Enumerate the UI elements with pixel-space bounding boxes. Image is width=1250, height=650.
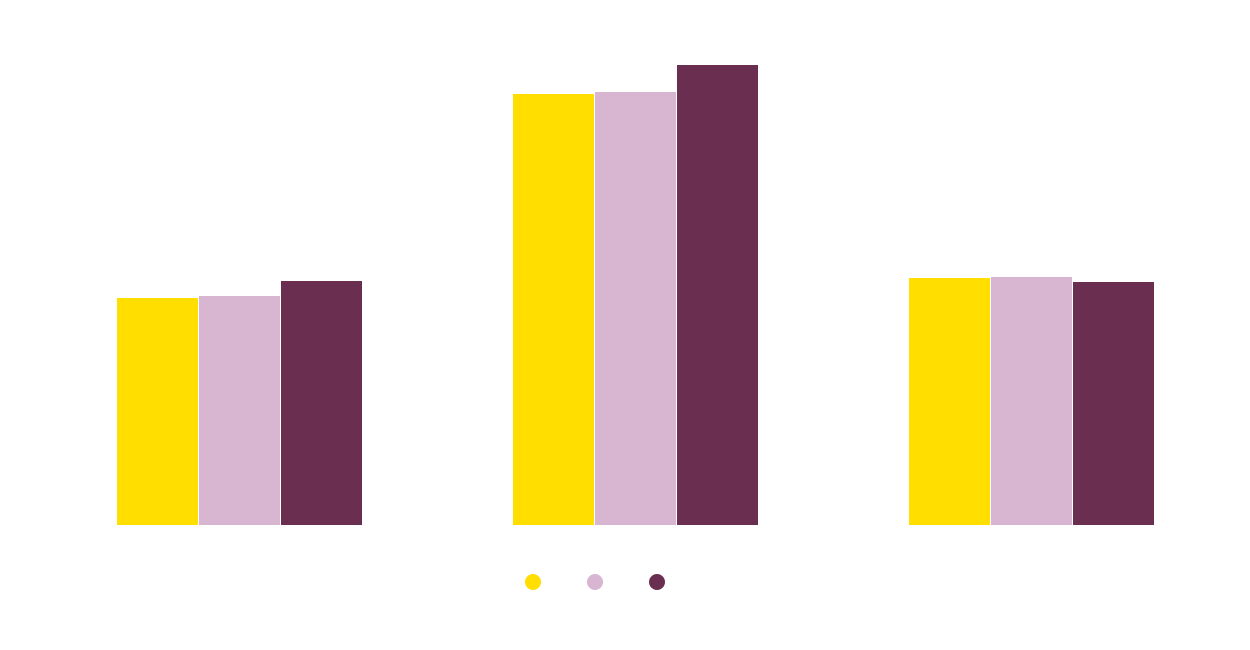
bar-group-3-series-1 [909,278,990,525]
bar-group-1-series-3 [281,281,362,525]
bar-group-2-series-2 [595,92,676,525]
bars-layer [117,65,1154,525]
bar-group-2-series-3 [677,65,758,525]
bar-group-3-series-3 [1073,282,1154,525]
legend-marker-series-2[interactable] [587,574,603,590]
bar-group-2-series-1 [513,94,594,525]
legend-marker-series-3[interactable] [649,574,665,590]
bar-group-1-series-2 [199,296,280,525]
bar-group-3-series-2 [991,277,1072,525]
legend-marker-series-1[interactable] [525,574,541,590]
legend [525,574,665,590]
bar-group-1-series-1 [117,298,198,525]
